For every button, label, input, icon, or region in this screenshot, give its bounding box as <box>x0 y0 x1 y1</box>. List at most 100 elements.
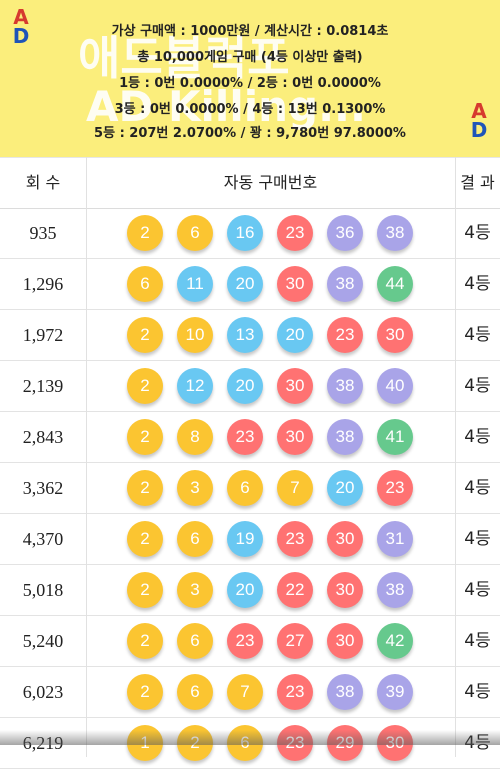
lotto-ball: 39 <box>377 674 413 710</box>
adblock-watermark-line2: AD Killing... <box>86 82 366 131</box>
lotto-ball: 2 <box>127 521 163 557</box>
lotto-ball: 23 <box>277 674 313 710</box>
round-number: 6,023 <box>22 682 64 702</box>
rank-1-2-stats-line: 1등 : 0번 0.0000% / 2등 : 0번 0.0000% <box>119 76 381 91</box>
lotto-ball: 7 <box>277 470 313 506</box>
lotto-simulation-summary-banner: A D A D 애드블럭포 AD Killing... 가상 구매액 : 100… <box>0 0 500 157</box>
ad-badge-bottom-right: A D <box>466 99 492 142</box>
lotto-ball: 23 <box>277 215 313 251</box>
lotto-ball: 31 <box>377 521 413 557</box>
lotto-ball: 30 <box>377 317 413 353</box>
lotto-ball: 20 <box>227 572 263 608</box>
round-number: 5,018 <box>22 580 64 600</box>
scroll-fade-overlay <box>0 730 500 745</box>
rank-3-4-stats-line: 3등 : 0번 0.0000% / 4등 : 13번 0.1300% <box>114 102 386 117</box>
total-games-line: 총 10,000게임 구매 (4등 이상만 출력) <box>137 50 363 65</box>
lotto-ball: 40 <box>377 368 413 404</box>
result-rank: 4등 <box>464 427 491 447</box>
table-row: 6,023 2 6 7 23 38 39 4등 <box>0 667 500 718</box>
lotto-ball: 38 <box>327 674 363 710</box>
lotto-ball: 2 <box>127 419 163 455</box>
lotto-ball: 3 <box>177 470 213 506</box>
lotto-ball: 13 <box>227 317 263 353</box>
ad-badge-letter-d: D <box>470 118 488 142</box>
result-rank: 4등 <box>464 682 491 702</box>
lotto-ball: 6 <box>177 674 213 710</box>
ad-badge-letter-d: D <box>12 24 30 48</box>
round-number: 2,139 <box>22 376 64 396</box>
lotto-ball: 2 <box>127 368 163 404</box>
table-row: 1,296 6 11 20 30 38 44 4등 <box>0 259 500 310</box>
table-row: 935 2 6 16 23 36 38 4등 <box>0 208 500 259</box>
round-number: 935 <box>29 223 57 243</box>
lotto-ball: 2 <box>127 572 163 608</box>
lotto-ball: 2 <box>127 623 163 659</box>
lotto-ball: 6 <box>127 266 163 302</box>
lotto-ball: 11 <box>177 266 213 302</box>
lotto-ball: 30 <box>277 266 313 302</box>
lotto-ball: 12 <box>177 368 213 404</box>
round-number: 4,370 <box>22 529 64 549</box>
lotto-ball: 30 <box>277 368 313 404</box>
result-rank: 4등 <box>464 325 491 345</box>
lotto-ball: 30 <box>327 623 363 659</box>
lotto-ball: 6 <box>177 623 213 659</box>
table-row: 3,362 2 3 6 7 20 23 4등 <box>0 463 500 514</box>
lotto-ball: 27 <box>277 623 313 659</box>
lotto-ball: 2 <box>127 215 163 251</box>
round-number: 1,972 <box>22 325 64 345</box>
lotto-ball: 20 <box>327 470 363 506</box>
purchase-summary-line: 가상 구매액 : 1000만원 / 계산시간 : 0.0814초 <box>111 24 389 39</box>
result-rank: 4등 <box>464 376 491 396</box>
lotto-ball: 30 <box>327 572 363 608</box>
lotto-ball: 30 <box>327 521 363 557</box>
table-row: 2,843 2 8 23 30 38 41 4등 <box>0 412 500 463</box>
lotto-ball: 19 <box>227 521 263 557</box>
table-row: 2,139 2 12 20 30 38 40 4등 <box>0 361 500 412</box>
result-rank: 4등 <box>464 529 491 549</box>
lotto-ball: 6 <box>177 215 213 251</box>
adblock-watermark-line1: 애드블럭포 <box>78 31 290 85</box>
lotto-ball: 6 <box>177 521 213 557</box>
round-number: 5,240 <box>22 631 64 651</box>
lotto-ball: 2 <box>127 674 163 710</box>
lotto-ball: 20 <box>227 266 263 302</box>
column-divider <box>455 157 456 757</box>
lotto-ball: 8 <box>177 419 213 455</box>
result-rank: 4등 <box>464 580 491 600</box>
lotto-ball: 10 <box>177 317 213 353</box>
table-row: 5,240 2 6 23 27 30 42 4등 <box>0 616 500 667</box>
numbers-column-header: 자동 구매번호 <box>223 173 318 192</box>
ad-badge-letter-a: A <box>471 99 487 123</box>
table-row: 5,018 2 3 20 22 30 38 4등 <box>0 565 500 616</box>
table-row: 4,370 2 6 19 23 30 31 4등 <box>0 514 500 565</box>
round-number: 1,296 <box>22 274 64 294</box>
lotto-ball: 23 <box>327 317 363 353</box>
lotto-ball: 23 <box>377 470 413 506</box>
lotto-ball: 30 <box>277 419 313 455</box>
result-rank: 4등 <box>464 274 491 294</box>
round-number: 2,843 <box>22 427 64 447</box>
lotto-ball: 22 <box>277 572 313 608</box>
lotto-ball: 44 <box>377 266 413 302</box>
result-rank: 4등 <box>464 223 491 243</box>
round-number: 3,362 <box>22 478 64 498</box>
lotto-ball: 38 <box>327 266 363 302</box>
lotto-ball: 2 <box>127 470 163 506</box>
rank-5-miss-stats-line: 5등 : 207번 2.0700% / 꽝 : 9,780번 97.8000% <box>94 126 406 141</box>
lotto-ball: 38 <box>377 572 413 608</box>
ad-badge-top-left: A D <box>8 7 34 48</box>
lotto-ball: 7 <box>227 674 263 710</box>
table-row: 1,972 2 10 13 20 23 30 4등 <box>0 310 500 361</box>
result-rank: 4등 <box>464 478 491 498</box>
lotto-ball: 36 <box>327 215 363 251</box>
lotto-ball: 23 <box>277 521 313 557</box>
round-column-header: 회 수 <box>25 173 61 192</box>
result-rank: 4등 <box>464 631 491 651</box>
lotto-ball: 3 <box>177 572 213 608</box>
result-column-header: 결 과 <box>460 173 495 192</box>
lotto-ball: 6 <box>227 470 263 506</box>
lotto-ball: 38 <box>377 215 413 251</box>
results-table-header: 회 수 자동 구매번호 결 과 <box>0 157 500 209</box>
column-divider <box>86 157 87 757</box>
